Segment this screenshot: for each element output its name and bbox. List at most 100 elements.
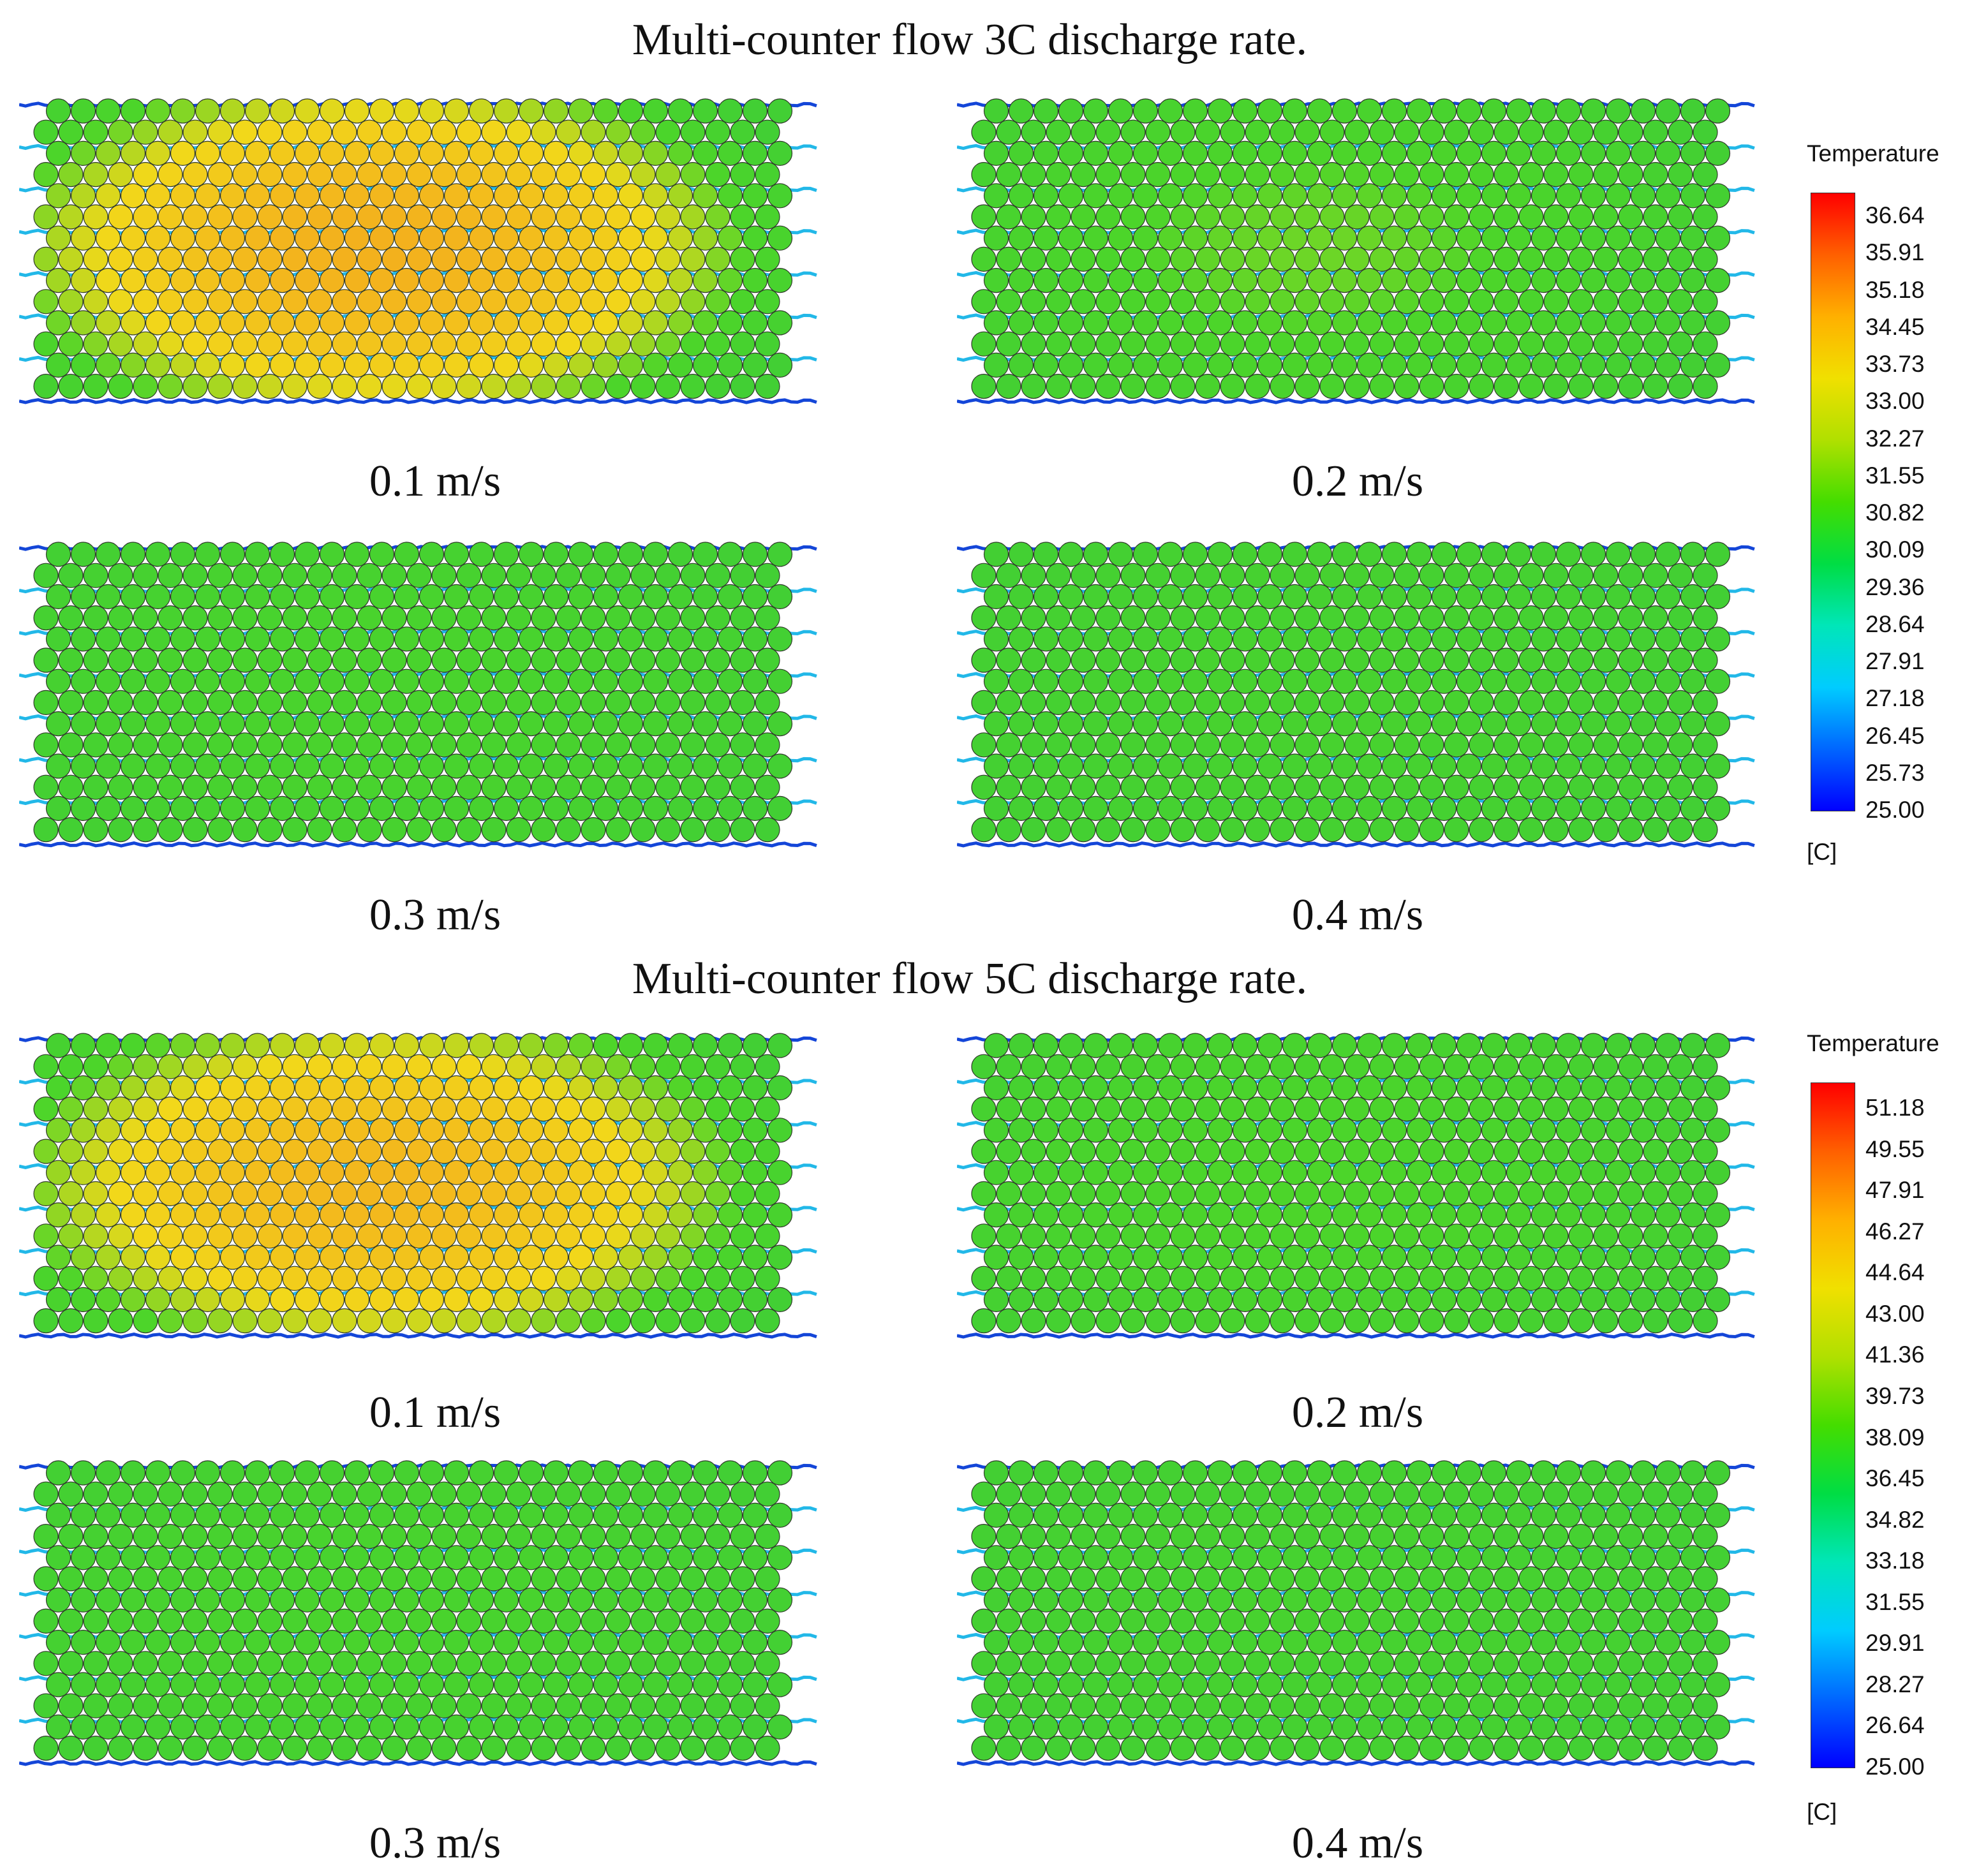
battery-cell	[257, 774, 283, 800]
battery-cell	[70, 753, 96, 779]
battery-cell	[755, 1693, 780, 1718]
battery-cell	[120, 584, 146, 610]
battery-cell	[767, 626, 793, 652]
battery-cell	[1232, 1672, 1258, 1697]
battery-cell	[1319, 1566, 1345, 1592]
coolant-channel	[19, 841, 817, 848]
battery-cell	[1643, 204, 1668, 230]
battery-cell	[1145, 1181, 1171, 1206]
battery-cell	[207, 1651, 233, 1676]
battery-cell	[431, 1054, 457, 1079]
battery-cell	[443, 1672, 470, 1697]
battery-cell	[382, 1097, 407, 1122]
battery-cell	[1270, 1266, 1295, 1291]
battery-cell	[1257, 1202, 1283, 1228]
battery-cell	[1294, 1308, 1320, 1334]
battery-cell	[1531, 352, 1557, 378]
battery-cell	[1132, 1672, 1159, 1697]
battery-cell	[1033, 1033, 1059, 1058]
battery-cell	[1705, 225, 1731, 251]
battery-cell	[1071, 1651, 1096, 1676]
battery-cell	[1083, 1118, 1109, 1143]
battery-cell	[307, 732, 332, 758]
battery-cell	[294, 1545, 320, 1570]
battery-cell	[1568, 732, 1594, 758]
battery-cell	[1008, 753, 1034, 779]
battery-cell	[1705, 795, 1731, 821]
battery-cell	[1406, 626, 1432, 652]
battery-cell	[1157, 1502, 1183, 1528]
battery-cell	[1481, 1245, 1507, 1270]
battery-cell	[120, 1630, 146, 1655]
battery-cell	[394, 1545, 420, 1570]
battery-cell	[742, 1460, 768, 1486]
battery-cell	[382, 374, 407, 399]
battery-cell	[1680, 310, 1706, 336]
battery-cell	[219, 310, 246, 336]
battery-cell	[767, 795, 793, 821]
battery-cell	[1207, 1245, 1233, 1270]
battery-cell	[219, 1672, 246, 1697]
battery-cell	[382, 732, 407, 758]
battery-cell	[1643, 1481, 1668, 1507]
battery-cell	[518, 795, 544, 821]
battery-cell	[1008, 1460, 1034, 1486]
battery-cell	[1157, 1245, 1183, 1270]
battery-cell	[1593, 563, 1619, 588]
battery-cell	[282, 563, 308, 588]
battery-cell	[1157, 1630, 1183, 1655]
battery-cell	[705, 289, 730, 314]
battery-cell	[1543, 647, 1569, 673]
battery-cell	[1083, 98, 1109, 124]
battery-cell	[1469, 1223, 1494, 1249]
battery-cell	[1605, 1202, 1631, 1228]
battery-cell	[767, 268, 793, 293]
battery-cell	[1444, 1097, 1469, 1122]
battery-cell	[1157, 668, 1183, 694]
battery-cell	[219, 140, 246, 166]
battery-cell	[182, 1223, 208, 1249]
battery-cell	[1605, 1714, 1631, 1739]
battery-cell	[145, 1545, 171, 1570]
battery-cell	[369, 1160, 395, 1185]
battery-cell	[257, 1566, 283, 1592]
battery-cell	[1008, 1287, 1034, 1312]
battery-cell	[1506, 1714, 1532, 1739]
battery-cell	[593, 711, 619, 737]
battery-cell	[207, 1481, 233, 1507]
battery-cell	[1046, 817, 1071, 843]
battery-cell	[1494, 1181, 1519, 1206]
battery-cell	[369, 1245, 395, 1270]
battery-cell	[83, 331, 108, 357]
battery-cell	[1419, 204, 1444, 230]
battery-cell	[1705, 542, 1731, 567]
battery-cell	[332, 774, 357, 800]
battery-cell	[1605, 1287, 1631, 1312]
battery-cell	[1456, 1545, 1482, 1570]
battery-cell	[717, 1714, 743, 1739]
battery-cell	[1307, 1502, 1333, 1528]
battery-cell	[493, 1075, 519, 1101]
battery-cell	[269, 668, 295, 694]
battery-cell	[692, 1672, 718, 1697]
battery-cell	[705, 1308, 730, 1334]
battery-cell	[1469, 1608, 1494, 1634]
battery-cell	[456, 1608, 482, 1634]
battery-cell	[182, 374, 208, 399]
battery-cell	[1157, 225, 1183, 251]
battery-cell	[1431, 668, 1457, 694]
battery-cell	[158, 1481, 183, 1507]
battery-cell	[1531, 795, 1557, 821]
battery-cell	[1257, 1587, 1283, 1613]
battery-cell	[1643, 1524, 1668, 1549]
battery-cell	[319, 584, 345, 610]
battery-cell	[1008, 626, 1034, 652]
battery-cell	[605, 1139, 631, 1164]
battery-cell	[1344, 1054, 1370, 1079]
battery-cell	[1195, 1608, 1220, 1634]
battery-cell	[605, 1524, 631, 1549]
battery-cell	[717, 542, 743, 567]
battery-cell	[1195, 1097, 1220, 1122]
battery-cell	[1456, 1033, 1482, 1058]
battery-cell	[1680, 1587, 1706, 1613]
